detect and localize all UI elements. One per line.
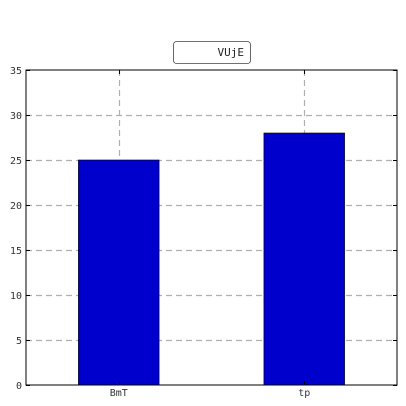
y-tick-label: 15	[10, 246, 22, 257]
y-tick-label: 5	[16, 336, 22, 347]
y-tick-label: 25	[10, 156, 22, 167]
x-tick-label: tp	[298, 388, 310, 399]
y-axis: 0 5 10 15 20 25 30 35	[10, 66, 397, 392]
legend-box	[173, 41, 251, 64]
bar-tp	[263, 132, 345, 386]
y-tick-label: 0	[16, 381, 22, 392]
y-tick-label: 10	[10, 291, 22, 302]
legend-label: VUjE	[218, 46, 245, 59]
legend: VUjE	[173, 41, 251, 64]
x-axis: BmT tp	[110, 70, 310, 399]
y-tick-label: 20	[10, 201, 22, 212]
plot-frame	[25, 69, 398, 386]
y-tick-label: 35	[10, 66, 22, 77]
y-tick-label: 30	[10, 111, 22, 122]
bars	[78, 132, 345, 386]
x-tick-label: BmT	[110, 388, 128, 399]
bar-BmT	[78, 159, 160, 386]
